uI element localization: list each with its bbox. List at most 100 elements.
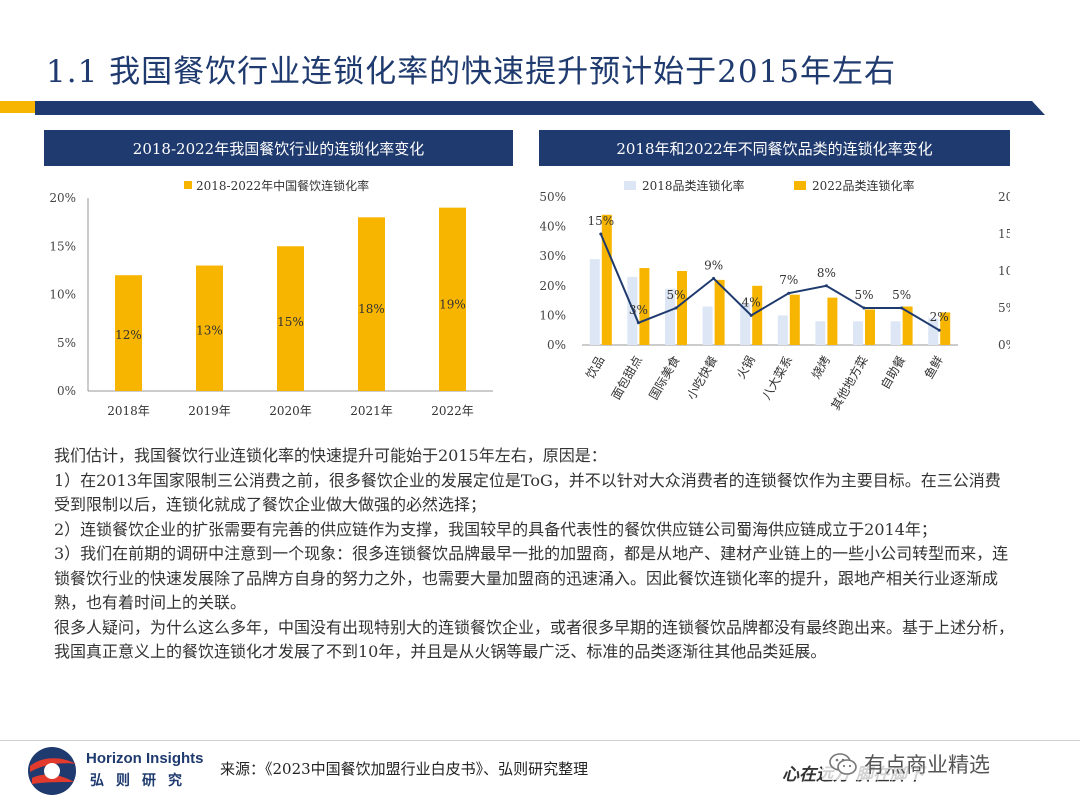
bar-2022 [902, 306, 913, 345]
brand-chinese: 弘则研究 [90, 773, 194, 789]
data-label: 13% [196, 324, 223, 338]
body-paragraph: 2）连锁餐饮企业的扩张需要有完善的供应链作为支撑，我国较早的具备代表性的餐饮供应… [54, 519, 937, 539]
legend-label: 2018-2022年中国餐饮连锁化率 [196, 178, 369, 193]
x-tick-label: 2018年 [107, 404, 150, 418]
bar [358, 217, 385, 391]
line-point [937, 328, 941, 332]
body-paragraph: 我们估计，我国餐饮行业连锁化率的快速提升可能始于2015年左右，原因是： [54, 446, 607, 465]
bar-2022 [752, 285, 763, 345]
x-tick-label: 2020年 [269, 404, 312, 418]
y-tick-label-right: 0% [998, 338, 1010, 352]
title-bar-accent [0, 101, 35, 113]
line-data-label: 15% [587, 214, 614, 228]
line-data-label: 8% [817, 266, 836, 280]
y-tick-label-right: 5% [998, 301, 1010, 315]
bar-2018 [815, 321, 826, 345]
source-note: 来源：《2023中国餐饮加盟行业白皮书》、弘则研究整理 [220, 760, 589, 778]
data-label: 19% [439, 297, 466, 311]
body-paragraph: 很多人疑问，为什么这么多年，中国没有出现特别大的连锁餐饮企业，或者很多早期的连锁… [54, 617, 1015, 662]
line-point [787, 291, 791, 295]
title-bar-main [35, 101, 1045, 115]
line-data-label: 9% [704, 258, 723, 272]
bar-2022 [601, 214, 612, 345]
x-tick-label: 自助餐 [877, 353, 908, 392]
bar-2022 [865, 309, 875, 345]
x-tick-label: 烧烤 [808, 353, 833, 381]
footer-divider [0, 740, 1080, 741]
line-data-label: 4% [742, 295, 761, 309]
line-data-label: 3% [629, 303, 648, 317]
bar-2022 [827, 297, 838, 345]
legend-label-2018: 2018品类连锁化率 [642, 178, 745, 193]
x-tick-label: 面包甜点 [609, 354, 645, 403]
watermark: 有点商业精选 [822, 748, 996, 780]
x-tick-label: 火锅 [733, 353, 758, 381]
change-line [599, 233, 940, 332]
line-point [636, 321, 640, 325]
line-point [824, 284, 828, 288]
legend-swatch-2018 [624, 181, 636, 190]
analysis-text: 我们估计，我国餐饮行业连锁化率的快速提升可能始于2015年左右，原因是： 1）在… [54, 444, 1014, 665]
x-tick-label: 2022年 [431, 404, 474, 418]
bar-2022 [714, 279, 725, 345]
y-tick-label-left: 20% [540, 279, 566, 293]
data-label: 12% [115, 328, 142, 342]
line-data-label: 7% [779, 273, 798, 287]
bar-2022 [639, 268, 650, 345]
category-chain-rate-chart: 0% 10% 20% 30% 40% 50% 0% 5% 10% 15% 20% 2018品类连锁化率… [540, 178, 1010, 412]
bar-2018 [777, 315, 788, 345]
brand-english: Horizon Insights [86, 750, 204, 767]
y-tick-label-left: 10% [540, 308, 566, 322]
title-underline [0, 101, 1045, 115]
legend-label-2022: 2022品类连锁化率 [812, 178, 915, 193]
legend-swatch-2022 [794, 181, 806, 190]
bar-2018 [890, 321, 901, 345]
y-tick-label-left: 30% [540, 249, 566, 263]
y-tick-label-left: 40% [540, 220, 566, 234]
y-tick-label: 20% [49, 191, 76, 205]
line-data-label: 2% [930, 310, 949, 324]
bar-2022 [940, 312, 951, 345]
bar-2018 [665, 288, 675, 345]
legend-swatch [184, 181, 192, 189]
bar [439, 207, 466, 391]
x-tick-label: 饮品 [583, 354, 607, 382]
watermark-text: 有点商业精选 [864, 753, 990, 777]
x-tick-label: 国际美食 [646, 353, 683, 402]
bar [115, 275, 142, 391]
y-tick-label: 5% [57, 336, 76, 350]
body-paragraph: 1）在2013年国家限制三公消费之前，很多餐饮企业的发展定位是ToG，并不以针对… [54, 470, 1001, 515]
x-tick-label: 八大菜系 [759, 354, 795, 403]
body-paragraph: 3）我们在前期的调研中注意到一个现象：很多连锁餐饮品牌最早一批的加盟商，都是从地… [54, 544, 1009, 612]
x-tick-label: 2019年 [188, 404, 231, 418]
line-point [599, 232, 603, 236]
bar-2018 [740, 303, 751, 345]
horizon-logo-icon [28, 747, 76, 795]
right-chart-header: 2018年和2022年不同餐饮品类的连锁化率变化 [539, 130, 1010, 166]
x-tick-label: 鱼鲜 [922, 354, 946, 382]
bar-2018 [853, 321, 863, 345]
bar-2022 [789, 294, 800, 345]
line-point [749, 313, 753, 317]
line-point [674, 306, 678, 310]
y-tick-label-right: 15% [998, 227, 1010, 241]
y-tick-label-left: 0% [547, 338, 566, 352]
line-point [900, 306, 904, 310]
line-point [862, 306, 866, 310]
line-data-label: 5% [892, 288, 911, 302]
data-label: 18% [358, 302, 385, 316]
page-title: 1.1 我国餐饮行业连锁化率的快速提升预计始于2015年左右 [46, 54, 897, 90]
chain-rate-bar-chart: 0% 5% 10% 15% 20% 2018-2022年中国餐饮连锁化率 12% 2018年 1… [49, 178, 493, 418]
bar [196, 265, 223, 391]
x-tick-label: 2021年 [350, 404, 393, 418]
bar-2022 [677, 271, 687, 345]
y-tick-label: 0% [57, 384, 76, 398]
data-label: 15% [277, 315, 304, 329]
line-data-label: 5% [854, 288, 873, 302]
y-tick-label: 10% [49, 288, 76, 302]
y-tick-label: 15% [49, 239, 76, 253]
wechat-icon [829, 753, 857, 775]
x-tick-label: 小吃快餐 [683, 353, 720, 402]
x-tick-label: 其他地方菜 [828, 353, 871, 412]
bar-2018 [589, 259, 600, 345]
